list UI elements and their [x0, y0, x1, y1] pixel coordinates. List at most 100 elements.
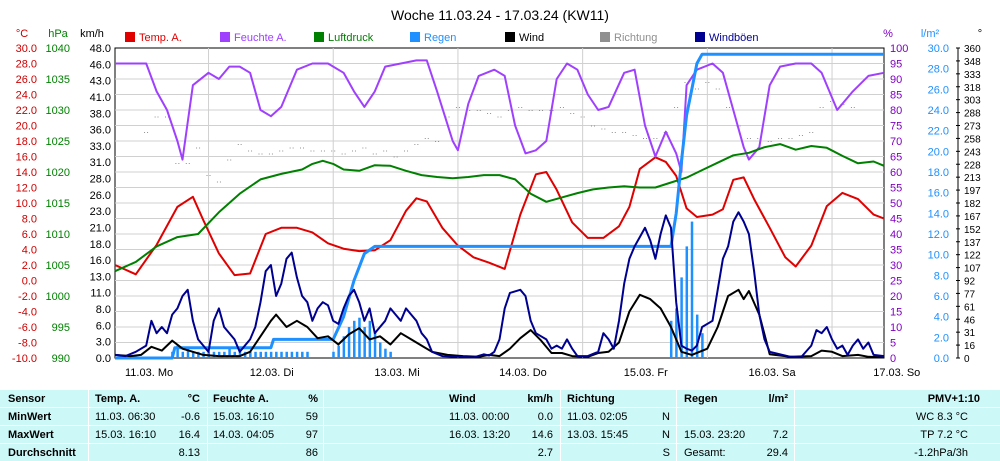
- legend-label: Windböen: [709, 32, 759, 44]
- direction-marker: ··: [517, 102, 523, 112]
- axis-unit: °C: [16, 28, 28, 40]
- direction-marker: ··: [819, 102, 825, 112]
- direction-marker: ··: [777, 133, 783, 143]
- avg-dir-value: S: [662, 447, 670, 459]
- rain-bar: [259, 351, 262, 358]
- tick-label-deg: 137: [964, 238, 981, 249]
- direction-marker: ··: [652, 133, 658, 143]
- tick-label-hpa: 1035: [46, 74, 70, 86]
- rain-bar: [249, 351, 252, 358]
- tick-label-rain: 20.0: [928, 146, 949, 158]
- direction-marker: ··: [320, 145, 326, 155]
- series-line-luftdruck: [114, 143, 885, 273]
- x-tick-label: 16.03. Sa: [749, 367, 797, 379]
- min-dir-time: 11.03. 02:05: [567, 411, 628, 423]
- max-rain-value: 7.2: [772, 429, 788, 441]
- header-temp: Temp. A.: [95, 393, 141, 405]
- max-temp-time: 15.03. 16:10: [95, 429, 157, 441]
- tick-label-deg: 228: [964, 160, 981, 171]
- direction-marker: ··: [403, 145, 409, 155]
- x-tick-label: 15.03. Fr: [624, 367, 668, 379]
- tick-label-hum: 60: [890, 167, 902, 179]
- tick-label-rain: 0.0: [934, 353, 949, 365]
- max-dir-value: N: [662, 429, 670, 441]
- direction-marker: ··: [642, 133, 648, 143]
- tick-label-hpa: 1025: [46, 136, 70, 148]
- tick-label-wind: 3.0: [96, 337, 111, 349]
- tick-label-wind: 26.0: [90, 190, 111, 202]
- legend-label: Feuchte A.: [234, 32, 287, 44]
- legend-swatch: [314, 32, 324, 42]
- direction-marker: ··: [673, 102, 679, 112]
- tick-label-wind: 23.0: [90, 206, 111, 218]
- tick-label-hum: 90: [890, 74, 902, 86]
- rain-bar: [389, 351, 392, 358]
- rain-bar: [280, 351, 283, 358]
- series-line-regen: [115, 52, 884, 360]
- direction-marker: ··: [715, 83, 721, 93]
- header-temp-unit: °C: [187, 393, 200, 405]
- x-tick-label: 13.03. Mi: [374, 367, 419, 379]
- rain-bar: [197, 351, 200, 358]
- tick-label-deg: 107: [964, 264, 981, 275]
- rain-bar: [373, 333, 377, 358]
- tick-label-hpa: 1040: [46, 43, 70, 55]
- direction-marker: ··: [216, 176, 222, 186]
- tick-label-rain: 24.0: [928, 105, 949, 117]
- tick-label-wind: 46.0: [90, 59, 111, 71]
- min-temp-value: -0.6: [181, 411, 200, 423]
- legend-label: Richtung: [614, 32, 657, 44]
- tick-label-temp: 28.0: [16, 59, 37, 71]
- legend-swatch: [600, 32, 610, 42]
- tick-label-wind: 38.0: [90, 108, 111, 120]
- min-wind-value: 0.0: [537, 411, 553, 423]
- tick-label-temp: 26.0: [16, 74, 37, 86]
- tick-label-deg: 360: [964, 44, 981, 55]
- tick-label-hum: 25: [890, 276, 902, 288]
- direction-marker: ··: [289, 142, 295, 152]
- tick-label-rain: 6.0: [934, 291, 949, 303]
- direction-marker: ··: [590, 121, 596, 131]
- direction-marker: ··: [507, 105, 513, 115]
- tick-label-deg: 213: [964, 173, 981, 184]
- rain-bar: [680, 277, 683, 358]
- legend-label: Regen: [424, 32, 456, 44]
- header-dir: Richtung: [567, 393, 615, 405]
- direction-marker: ··: [808, 127, 814, 137]
- axis-unit: %: [883, 28, 893, 40]
- tick-label-wind: 36.0: [90, 125, 111, 137]
- tick-label-wind: 28.0: [90, 174, 111, 186]
- axis-unit: °: [978, 28, 982, 40]
- tick-label-rain: 28.0: [928, 64, 949, 76]
- rain-bar: [269, 351, 273, 358]
- tick-label-wind: 33.0: [90, 141, 111, 153]
- direction-marker: ··: [268, 149, 274, 159]
- tick-label-rain: 14.0: [928, 208, 949, 220]
- tick-label-hum: 65: [890, 152, 902, 164]
- rain-bar: [347, 327, 351, 358]
- rain-bar: [295, 351, 299, 358]
- tick-label-deg: 92: [964, 277, 976, 288]
- tick-label-hum: 5: [890, 338, 896, 350]
- direction-marker: ··: [413, 139, 419, 149]
- tick-label-temp: -6.0: [18, 322, 37, 334]
- tick-label-deg: 46: [964, 315, 976, 326]
- tick-label-hum: 55: [890, 183, 902, 195]
- direction-marker: ··: [632, 130, 638, 140]
- direction-marker: ··: [476, 105, 482, 115]
- tick-label-hum: 35: [890, 245, 902, 257]
- direction-marker: ··: [611, 127, 617, 137]
- tick-label-hum: 75: [890, 121, 902, 133]
- rain-bar: [233, 351, 237, 358]
- tick-label-temp: 14.0: [16, 167, 37, 179]
- rain-bar: [223, 351, 226, 358]
- avg-wind-value: 2.7: [537, 447, 553, 459]
- direction-marker: ··: [424, 133, 430, 143]
- tick-label-rain: 10.0: [928, 250, 949, 262]
- direction-marker: ··: [330, 145, 336, 155]
- direction-marker: ··: [226, 155, 232, 165]
- direction-marker: ··: [195, 142, 201, 152]
- tick-label-wind: 16.0: [90, 255, 111, 267]
- direction-marker: ··: [569, 108, 575, 118]
- direction-marker: ··: [850, 102, 856, 112]
